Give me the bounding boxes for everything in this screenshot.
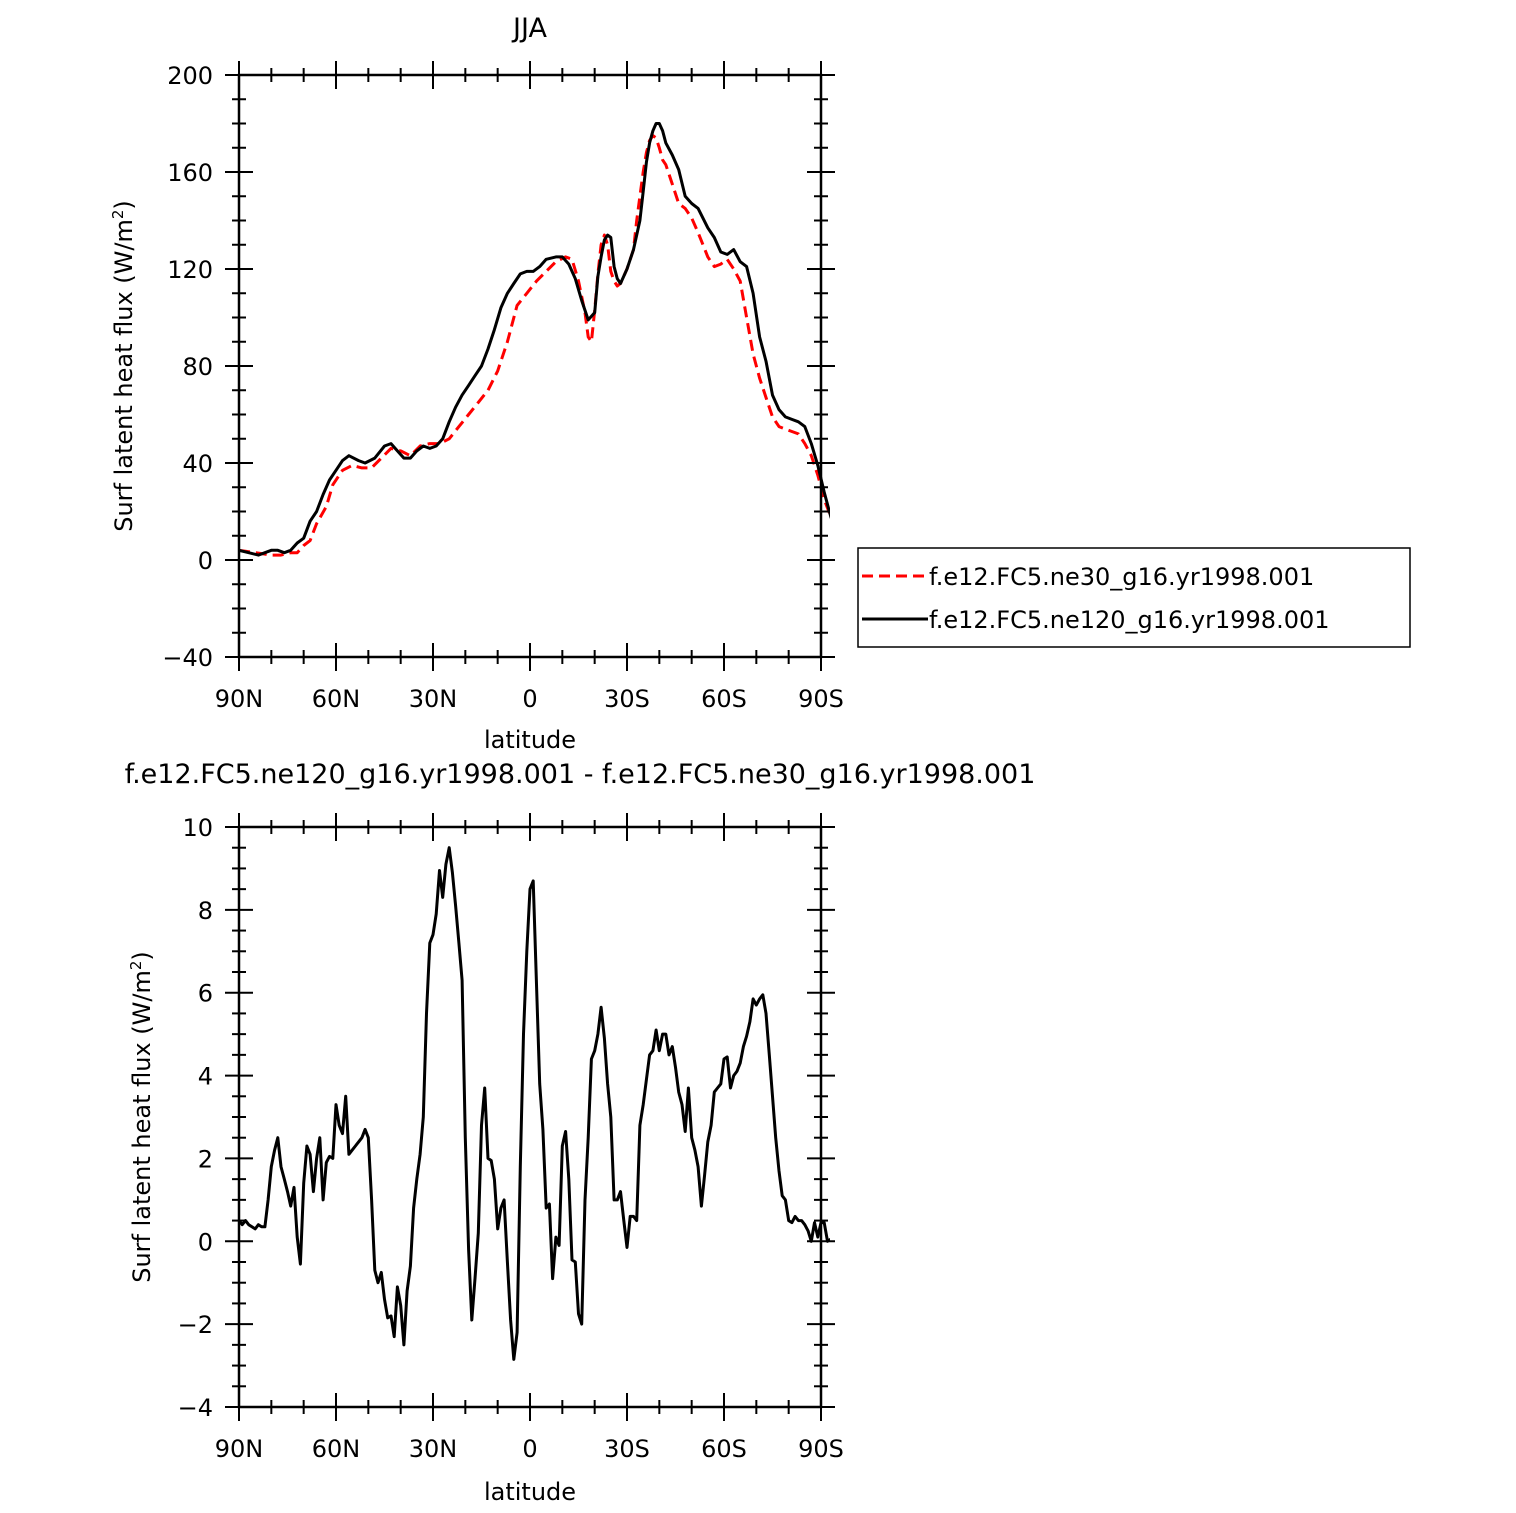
ticks-layer-bottom xyxy=(225,813,835,1421)
legend: f.e12.FC5.ne30_g16.yr1998.001 f.e12.FC5.… xyxy=(857,547,1411,648)
y-axis-title-end: ) xyxy=(110,200,138,209)
panel-top: JJA 90N 60N 30N 0 30S 60S 90S −40 0 40 80 120 160 200… xyxy=(109,13,844,754)
y-axis-title-superscript: 2 xyxy=(127,961,145,971)
y-tick-label: 10 xyxy=(182,814,213,842)
y-tick-label: −4 xyxy=(178,1394,213,1422)
y-tick-label: 4 xyxy=(198,1063,213,1091)
series-line-ne120 xyxy=(239,122,830,557)
x-tick-label: 90S xyxy=(798,685,844,713)
x-tick-label: 60N xyxy=(312,685,361,713)
x-tick-label: 30S xyxy=(604,1435,650,1463)
y-tick-label: 6 xyxy=(198,980,213,1008)
y-tick-label: 160 xyxy=(167,159,213,187)
x-tick-label: 90S xyxy=(798,1435,844,1463)
y-axis-title-end: ) xyxy=(128,951,156,960)
x-tick-label: 30S xyxy=(604,685,650,713)
series-layer-top xyxy=(239,122,830,557)
y-axis-title-top: Surf latent heat flux (W/m2) xyxy=(109,200,138,532)
series-layer-bottom xyxy=(239,846,830,1361)
x-tick-label: 0 xyxy=(522,1435,537,1463)
legend-box xyxy=(857,547,1411,648)
x-axis-title-top: latitude xyxy=(484,726,576,754)
y-tick-label: 0 xyxy=(198,547,213,575)
legend-label-ne30: f.e12.FC5.ne30_g16.yr1998.001 xyxy=(929,563,1314,591)
x-axis-title-bottom: latitude xyxy=(484,1478,576,1506)
y-tick-label: 8 xyxy=(198,897,213,925)
x-tick-label: 90N xyxy=(215,1435,264,1463)
ticks-layer-top xyxy=(225,61,835,671)
plot-title-top: JJA xyxy=(511,13,547,44)
legend-label-ne120: f.e12.FC5.ne120_g16.yr1998.001 xyxy=(929,606,1330,634)
series-line-difference xyxy=(239,846,830,1361)
ticklabels-layer-top: 90N 60N 30N 0 30S 60S 90S −40 0 40 80 120 160 200 xyxy=(162,62,844,713)
x-tick-label: 60N xyxy=(312,1435,361,1463)
x-tick-label: 60S xyxy=(701,1435,747,1463)
y-tick-label: 2 xyxy=(198,1145,213,1173)
x-tick-label: 30N xyxy=(409,1435,458,1463)
y-tick-label: −40 xyxy=(162,644,213,672)
ticklabels-layer-bottom: 90N 60N 30N 0 30S 60S 90S −4 −2 0 2 4 6 8 10 xyxy=(178,814,844,1463)
y-axis-title-superscript: 2 xyxy=(109,210,127,220)
x-tick-label: 0 xyxy=(522,685,537,713)
panel-bottom: f.e12.FC5.ne120_g16.yr1998.001 - f.e12.F… xyxy=(125,759,1036,1506)
y-axis-title-main: Surf latent heat flux (W/m xyxy=(110,219,138,532)
plot-title-bottom: f.e12.FC5.ne120_g16.yr1998.001 - f.e12.F… xyxy=(125,759,1036,790)
y-tick-label: 40 xyxy=(182,450,213,478)
x-tick-label: 60S xyxy=(701,685,747,713)
y-tick-label: −2 xyxy=(178,1311,213,1339)
y-axis-title-bottom: Surf latent heat flux (W/m2) xyxy=(127,951,156,1283)
y-tick-label: 120 xyxy=(167,256,213,284)
y-tick-label: 0 xyxy=(198,1228,213,1256)
y-tick-label: 200 xyxy=(167,62,213,90)
y-tick-label: 80 xyxy=(182,353,213,381)
x-tick-label: 30N xyxy=(409,685,458,713)
x-tick-label: 90N xyxy=(215,685,264,713)
y-axis-title-main: Surf latent heat flux (W/m xyxy=(128,970,156,1283)
